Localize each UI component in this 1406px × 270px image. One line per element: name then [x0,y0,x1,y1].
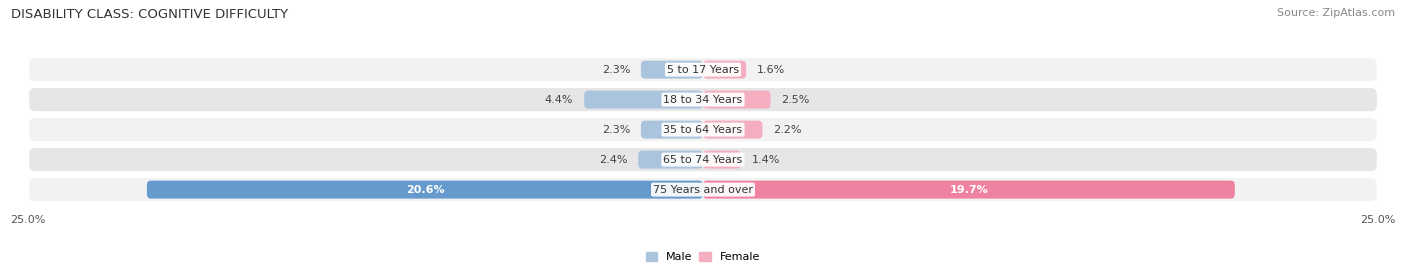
FancyBboxPatch shape [28,177,1378,202]
Text: 19.7%: 19.7% [949,185,988,195]
Text: 18 to 34 Years: 18 to 34 Years [664,94,742,104]
FancyBboxPatch shape [703,121,762,139]
Text: 1.4%: 1.4% [752,155,780,165]
Text: 1.6%: 1.6% [756,65,785,75]
FancyBboxPatch shape [703,181,1234,199]
Text: 2.2%: 2.2% [773,124,801,135]
Text: 75 Years and over: 75 Years and over [652,185,754,195]
Text: DISABILITY CLASS: COGNITIVE DIFFICULTY: DISABILITY CLASS: COGNITIVE DIFFICULTY [11,8,288,21]
Text: 35 to 64 Years: 35 to 64 Years [664,124,742,135]
FancyBboxPatch shape [585,91,703,109]
Legend: Male, Female: Male, Female [641,248,765,266]
FancyBboxPatch shape [28,147,1378,172]
Text: 20.6%: 20.6% [406,185,444,195]
FancyBboxPatch shape [638,151,703,168]
FancyBboxPatch shape [28,117,1378,142]
Text: 4.4%: 4.4% [546,94,574,104]
FancyBboxPatch shape [641,60,703,79]
FancyBboxPatch shape [641,121,703,139]
FancyBboxPatch shape [703,91,770,109]
Text: 2.5%: 2.5% [782,94,810,104]
FancyBboxPatch shape [703,151,741,168]
FancyBboxPatch shape [703,60,747,79]
Text: 65 to 74 Years: 65 to 74 Years [664,155,742,165]
Text: 2.4%: 2.4% [599,155,627,165]
Text: Source: ZipAtlas.com: Source: ZipAtlas.com [1277,8,1395,18]
FancyBboxPatch shape [28,57,1378,82]
FancyBboxPatch shape [146,181,703,199]
Text: 2.3%: 2.3% [602,65,630,75]
Text: 2.3%: 2.3% [602,124,630,135]
Text: 5 to 17 Years: 5 to 17 Years [666,65,740,75]
FancyBboxPatch shape [28,87,1378,112]
